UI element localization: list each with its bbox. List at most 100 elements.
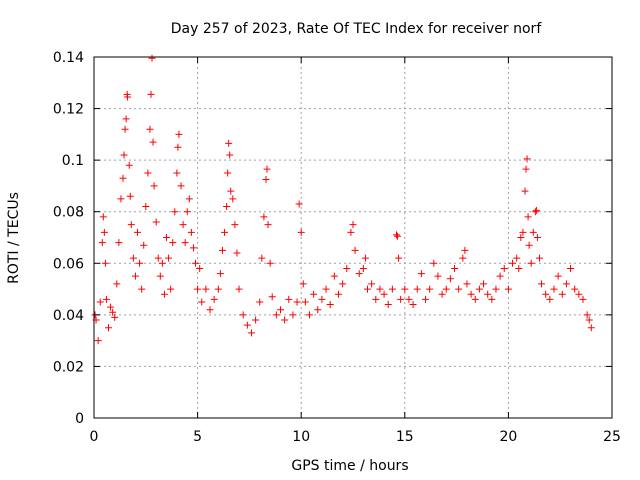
data-point [225, 139, 233, 147]
data-point [94, 337, 102, 345]
data-point [301, 298, 309, 306]
data-point [515, 264, 523, 272]
data-point [289, 311, 297, 319]
data-point [194, 285, 202, 293]
data-point [587, 324, 595, 332]
data-point [368, 280, 376, 288]
data-point [120, 151, 128, 159]
data-point [117, 195, 125, 203]
data-point [484, 290, 492, 298]
data-point [206, 306, 214, 314]
data-point [397, 295, 405, 303]
data-point [125, 161, 133, 169]
data-point [214, 285, 222, 293]
data-point [525, 241, 533, 249]
data-point [314, 306, 322, 314]
data-point [221, 228, 229, 236]
data-point [281, 316, 289, 324]
data-point [351, 246, 359, 254]
gridlines [94, 57, 612, 418]
data-point [223, 203, 231, 211]
data-point [318, 295, 326, 303]
data-point [422, 295, 430, 303]
data-point [262, 175, 270, 183]
data-point [210, 295, 218, 303]
data-point [152, 218, 160, 226]
data-point [446, 275, 454, 283]
data-point [535, 254, 543, 262]
data-point [293, 298, 301, 306]
data-point [285, 295, 293, 303]
data-point [99, 213, 107, 221]
data-point [334, 290, 342, 298]
data-point [463, 280, 471, 288]
data-point [101, 259, 109, 267]
data-point [509, 259, 517, 267]
data-point [156, 272, 164, 280]
data-point [517, 234, 525, 241]
data-point [364, 285, 372, 293]
data-point [492, 285, 500, 293]
data-point [467, 290, 475, 298]
data-point [187, 228, 195, 236]
data-point [339, 280, 347, 288]
data-point [113, 280, 121, 288]
data-point [585, 316, 593, 324]
data-point [475, 285, 483, 293]
data-point [523, 155, 531, 163]
data-point [231, 221, 239, 229]
data-point [239, 311, 247, 319]
data-point [149, 138, 157, 146]
data-point [529, 228, 537, 236]
data-point [266, 259, 274, 267]
data-point [140, 241, 148, 249]
x-tick-label: 10 [292, 429, 310, 445]
data-point [129, 254, 137, 262]
data-point [376, 285, 384, 293]
data-point [521, 187, 529, 195]
data-point [384, 301, 392, 309]
y-tick-label: 0.12 [53, 102, 84, 118]
data-point [567, 264, 575, 272]
data-point [434, 272, 442, 280]
data-point [136, 259, 144, 267]
data-point [160, 290, 168, 298]
data-point [395, 254, 403, 262]
data-point [471, 295, 479, 303]
data-point [347, 228, 355, 236]
data-point [272, 311, 280, 319]
data-point [430, 259, 438, 267]
data-point [513, 254, 521, 262]
data-point [158, 259, 166, 267]
data-point [305, 311, 313, 319]
data-point [115, 239, 123, 247]
data-point [102, 295, 110, 303]
data-point [401, 285, 409, 293]
data-point [181, 239, 189, 247]
y-tick-label: 0.1 [62, 153, 84, 169]
data-point [451, 264, 459, 272]
data-point [504, 285, 512, 293]
data-point [480, 280, 488, 288]
data-point [500, 264, 508, 272]
data-point [542, 290, 550, 298]
axis-ticks: 0 0.02 0.04 0.06 0.08 0.1 0.12 0.14 0 5 10 15 20 25 [53, 50, 621, 445]
data-point [146, 125, 154, 133]
data-point [276, 306, 284, 314]
x-tick-label: 15 [396, 429, 414, 445]
data-point [175, 130, 183, 138]
data-point [322, 285, 330, 293]
y-tick-label: 0.08 [53, 205, 84, 221]
data-point [124, 93, 132, 101]
data-point [361, 254, 369, 262]
data-point [165, 254, 173, 262]
data-point [496, 272, 504, 280]
data-point [519, 228, 527, 236]
data-point [121, 125, 129, 133]
data-point [299, 280, 307, 288]
data-point [326, 301, 334, 309]
x-axis-label: GPS time / hours [291, 458, 408, 474]
data-point [550, 285, 558, 293]
data-point [579, 295, 587, 303]
